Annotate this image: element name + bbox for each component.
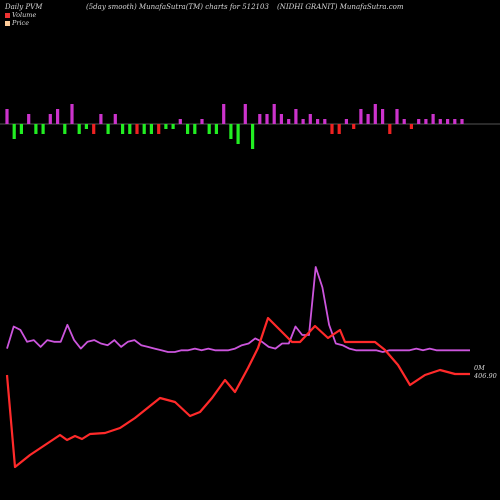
legend-price-label: Price bbox=[12, 19, 30, 27]
volume-bar bbox=[236, 124, 240, 144]
volume-bar bbox=[77, 124, 81, 134]
volume-bar bbox=[366, 114, 370, 124]
volume-bar bbox=[337, 124, 341, 134]
site-label: (NIDHI GRANIT) MunafaSutra.com bbox=[277, 3, 404, 11]
volume-bar bbox=[135, 124, 139, 134]
volume-bar bbox=[258, 114, 262, 124]
volume-bar bbox=[381, 109, 385, 124]
volume-bar bbox=[106, 124, 110, 134]
volume-bar bbox=[460, 119, 464, 124]
volume-bar bbox=[287, 119, 291, 124]
price-line bbox=[5, 316, 470, 469]
volume-end-label: 0M bbox=[474, 364, 485, 372]
volume-bar bbox=[308, 114, 312, 124]
volume-bar bbox=[70, 104, 74, 124]
volume-bar bbox=[301, 119, 305, 124]
volume-bar bbox=[272, 104, 276, 124]
legend-volume-label: Volume bbox=[12, 11, 37, 19]
volume-bar bbox=[279, 114, 283, 124]
volume-bar bbox=[417, 119, 421, 124]
volume-bar bbox=[186, 124, 190, 134]
volume-bar bbox=[409, 124, 413, 129]
volume-line bbox=[6, 266, 470, 353]
legend-volume: Volume bbox=[5, 11, 36, 19]
volume-bar bbox=[171, 124, 175, 129]
volume-bar bbox=[164, 124, 168, 129]
volume-bar bbox=[34, 124, 38, 134]
volume-bar bbox=[453, 119, 457, 124]
volume-bar bbox=[5, 109, 9, 124]
volume-bar bbox=[128, 124, 132, 134]
volume-bar bbox=[121, 124, 125, 134]
volume-bar bbox=[99, 114, 103, 124]
volume-bar bbox=[12, 124, 16, 139]
volume-bar bbox=[431, 114, 435, 124]
volume-swatch bbox=[5, 12, 10, 18]
volume-bar bbox=[27, 114, 31, 124]
volume-bar bbox=[207, 124, 211, 134]
volume-bar bbox=[265, 114, 269, 124]
volume-bar bbox=[294, 109, 298, 124]
volume-bar bbox=[84, 124, 88, 129]
volume-bar bbox=[251, 124, 255, 149]
legend-price: Price bbox=[5, 19, 29, 27]
volume-bar bbox=[388, 124, 392, 134]
volume-bar bbox=[323, 119, 327, 124]
volume-bar bbox=[344, 119, 348, 124]
volume-bar bbox=[373, 104, 377, 124]
volume-bar bbox=[243, 104, 247, 124]
volume-bar bbox=[446, 119, 450, 124]
volume-bar bbox=[48, 114, 52, 124]
volume-bar bbox=[316, 119, 320, 124]
volume-bar bbox=[438, 119, 442, 124]
volume-bar bbox=[19, 124, 23, 134]
volume-bar bbox=[200, 119, 204, 124]
price-swatch bbox=[5, 20, 10, 26]
volume-bar bbox=[149, 124, 153, 134]
volume-bar bbox=[178, 119, 182, 124]
volume-bar bbox=[359, 109, 363, 124]
volume-bar bbox=[222, 104, 226, 124]
volume-bar bbox=[330, 124, 334, 134]
volume-bar bbox=[113, 114, 117, 124]
volume-bar bbox=[402, 119, 406, 124]
volume-bar bbox=[142, 124, 146, 134]
volume-bar bbox=[92, 124, 96, 134]
chart-type-label: Daily PVM bbox=[5, 3, 43, 11]
volume-bar bbox=[157, 124, 161, 134]
volume-bar bbox=[352, 124, 356, 129]
volume-bar bbox=[395, 109, 399, 124]
volume-bar bbox=[56, 109, 60, 124]
volume-bar bbox=[214, 124, 218, 134]
volume-bar bbox=[41, 124, 45, 134]
volume-bar bbox=[193, 124, 197, 134]
volume-bar bbox=[229, 124, 233, 139]
volume-bar bbox=[63, 124, 67, 134]
chart-title: (5day smooth) MunafaSutra(TM) charts for… bbox=[86, 3, 269, 11]
volume-bar bbox=[424, 119, 428, 124]
price-end-label: 406.90 bbox=[474, 372, 497, 380]
